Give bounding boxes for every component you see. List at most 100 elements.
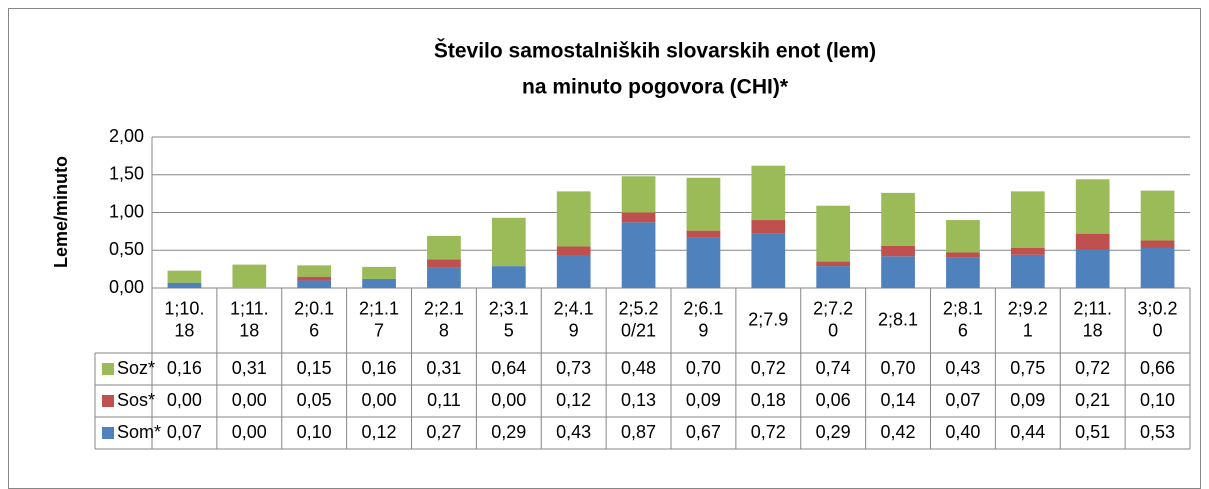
chart-title: Število samostalniških slovarskih enot (… xyxy=(434,39,876,63)
x-tick-label: 2;8.1 xyxy=(878,309,918,329)
bar-segment xyxy=(1075,249,1110,288)
bar-segment xyxy=(167,270,202,283)
data-label: 0,70 xyxy=(881,358,916,378)
bar-segment xyxy=(1140,240,1175,248)
x-tick-label: 2;11. 18 xyxy=(1073,298,1112,340)
y-tick-label: 0,50 xyxy=(109,239,144,259)
bar-segment xyxy=(621,222,656,288)
bar-segment xyxy=(297,280,332,288)
bar-segment xyxy=(427,267,461,288)
data-label: 0,21 xyxy=(1075,390,1110,410)
bar-segment xyxy=(1010,191,1045,248)
bar-segment xyxy=(816,261,851,267)
bar-segment xyxy=(556,246,591,256)
bar-segment xyxy=(881,245,915,257)
data-label: 0,11 xyxy=(427,390,461,410)
bar-segment xyxy=(881,192,915,246)
data-label: 0,10 xyxy=(1140,390,1175,410)
bar-segment xyxy=(946,252,980,258)
legend-swatch xyxy=(102,363,114,375)
bar-segment xyxy=(427,235,461,260)
y-tick-label: 1,00 xyxy=(109,201,144,221)
data-label: 0,13 xyxy=(621,390,656,410)
chart-title: na minuto pogovora (CHI)* xyxy=(522,76,789,99)
x-tick-label: 3;0.2 0 xyxy=(1138,298,1178,340)
data-label: 0,72 xyxy=(1075,358,1110,378)
chart-border xyxy=(8,8,1201,489)
data-label: 0,66 xyxy=(1140,358,1175,378)
data-label: 0,44 xyxy=(1010,422,1045,442)
data-label: 0,00 xyxy=(167,390,202,410)
x-tick-label: 2;4.1 9 xyxy=(554,298,594,340)
data-label: 0,72 xyxy=(751,422,786,442)
bar-segment xyxy=(297,265,332,277)
data-label: 0,40 xyxy=(945,422,980,442)
bar-segment xyxy=(946,220,980,253)
bar-segment xyxy=(167,282,202,288)
bar-segment xyxy=(686,177,721,231)
data-label: 0,14 xyxy=(881,390,916,410)
x-tick-label: 2;9.2 1 xyxy=(1008,298,1048,340)
bar-segment xyxy=(556,255,591,288)
bar-segment xyxy=(491,217,526,267)
data-label: 0,00 xyxy=(232,422,267,442)
x-tick-label: 1;10. 18 xyxy=(164,298,204,340)
data-label: 0,00 xyxy=(491,390,526,410)
data-label: 0,53 xyxy=(1140,422,1175,442)
bar-segment xyxy=(1140,247,1175,288)
data-label: 0,16 xyxy=(362,358,397,378)
data-label: 0,10 xyxy=(297,422,332,442)
bar-segment xyxy=(621,212,656,223)
bar-segment xyxy=(362,266,396,279)
bar-segment xyxy=(297,276,332,281)
x-tick-label: 2;6.1 9 xyxy=(683,298,723,340)
bar-segment xyxy=(427,259,461,268)
y-tick-label: 2,00 xyxy=(109,126,144,146)
data-label: 0,27 xyxy=(426,422,461,442)
data-label: 0,48 xyxy=(621,358,656,378)
data-label: 0,42 xyxy=(881,422,916,442)
data-label: 0,18 xyxy=(751,390,786,410)
bar-segment xyxy=(1010,247,1045,255)
bar-segment xyxy=(362,278,396,288)
bar-segment xyxy=(816,205,851,262)
x-tick-label: 2;0.1 6 xyxy=(294,298,334,340)
x-tick-label: 2;7.9 xyxy=(748,309,788,329)
bar-segment xyxy=(1075,179,1110,234)
data-label: 0,72 xyxy=(751,358,786,378)
bar-segment xyxy=(751,220,786,234)
bar-segment xyxy=(1140,190,1175,241)
y-tick-label: 1,50 xyxy=(109,164,144,184)
data-label: 0,15 xyxy=(297,358,332,378)
data-label: 0,64 xyxy=(491,358,526,378)
data-label: 0,31 xyxy=(426,358,461,378)
data-label: 0,09 xyxy=(1010,390,1045,410)
bar-segment xyxy=(491,266,526,288)
data-label: 0,12 xyxy=(362,422,397,442)
data-label: 0,12 xyxy=(556,390,591,410)
data-label: 0,43 xyxy=(945,358,980,378)
data-label: 0,73 xyxy=(556,358,591,378)
data-label: 0,00 xyxy=(232,390,267,410)
legend-swatch xyxy=(102,395,114,407)
bar-segment xyxy=(556,191,591,247)
x-tick-label: 2;1.1 7 xyxy=(359,298,399,340)
y-axis-label: Leme/minuto xyxy=(51,156,71,268)
bar-segment xyxy=(946,257,980,288)
legend-label: Soz* xyxy=(117,358,155,378)
bar-segment xyxy=(1075,233,1110,250)
x-tick-label: 2;3.1 5 xyxy=(489,298,529,340)
data-label: 0,43 xyxy=(556,422,591,442)
bar-segment xyxy=(686,230,721,238)
x-tick-label: 2;5.2 0/21 xyxy=(619,298,659,340)
bar-segment xyxy=(881,256,915,288)
data-label: 0,06 xyxy=(816,390,851,410)
bar-segment xyxy=(621,176,656,213)
data-label: 0,07 xyxy=(167,422,202,442)
data-label: 0,29 xyxy=(491,422,526,442)
data-label: 0,51 xyxy=(1075,422,1110,442)
x-tick-label: 1;11. 18 xyxy=(230,298,269,340)
bar-segment xyxy=(816,266,851,288)
x-tick-label: 2;2.1 8 xyxy=(424,298,464,340)
